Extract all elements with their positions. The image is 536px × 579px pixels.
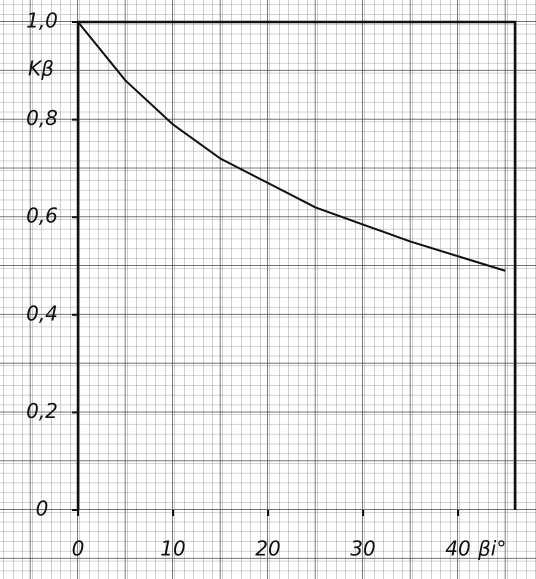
x-tick-label: 40 <box>445 537 470 561</box>
x-tick-label: 30 <box>350 537 375 561</box>
y-tick-label: 0 <box>36 497 49 521</box>
x-tick-label: 20 <box>255 537 280 561</box>
x-axis-label: βi° <box>477 537 506 561</box>
curve <box>77 21 506 272</box>
x-tick-label: 10 <box>160 537 185 561</box>
y-tick-label: 1,0 <box>26 9 58 33</box>
y-tick-label: 0,2 <box>26 399 58 423</box>
y-tick-label: 0,8 <box>26 106 58 130</box>
plot-frame <box>76 20 517 510</box>
y-tick-label: 0,6 <box>26 204 58 228</box>
x-tick-label: 0 <box>72 537 85 561</box>
y-tick-label: 0,4 <box>26 301 58 325</box>
y-axis-label: Kβ <box>28 57 54 81</box>
